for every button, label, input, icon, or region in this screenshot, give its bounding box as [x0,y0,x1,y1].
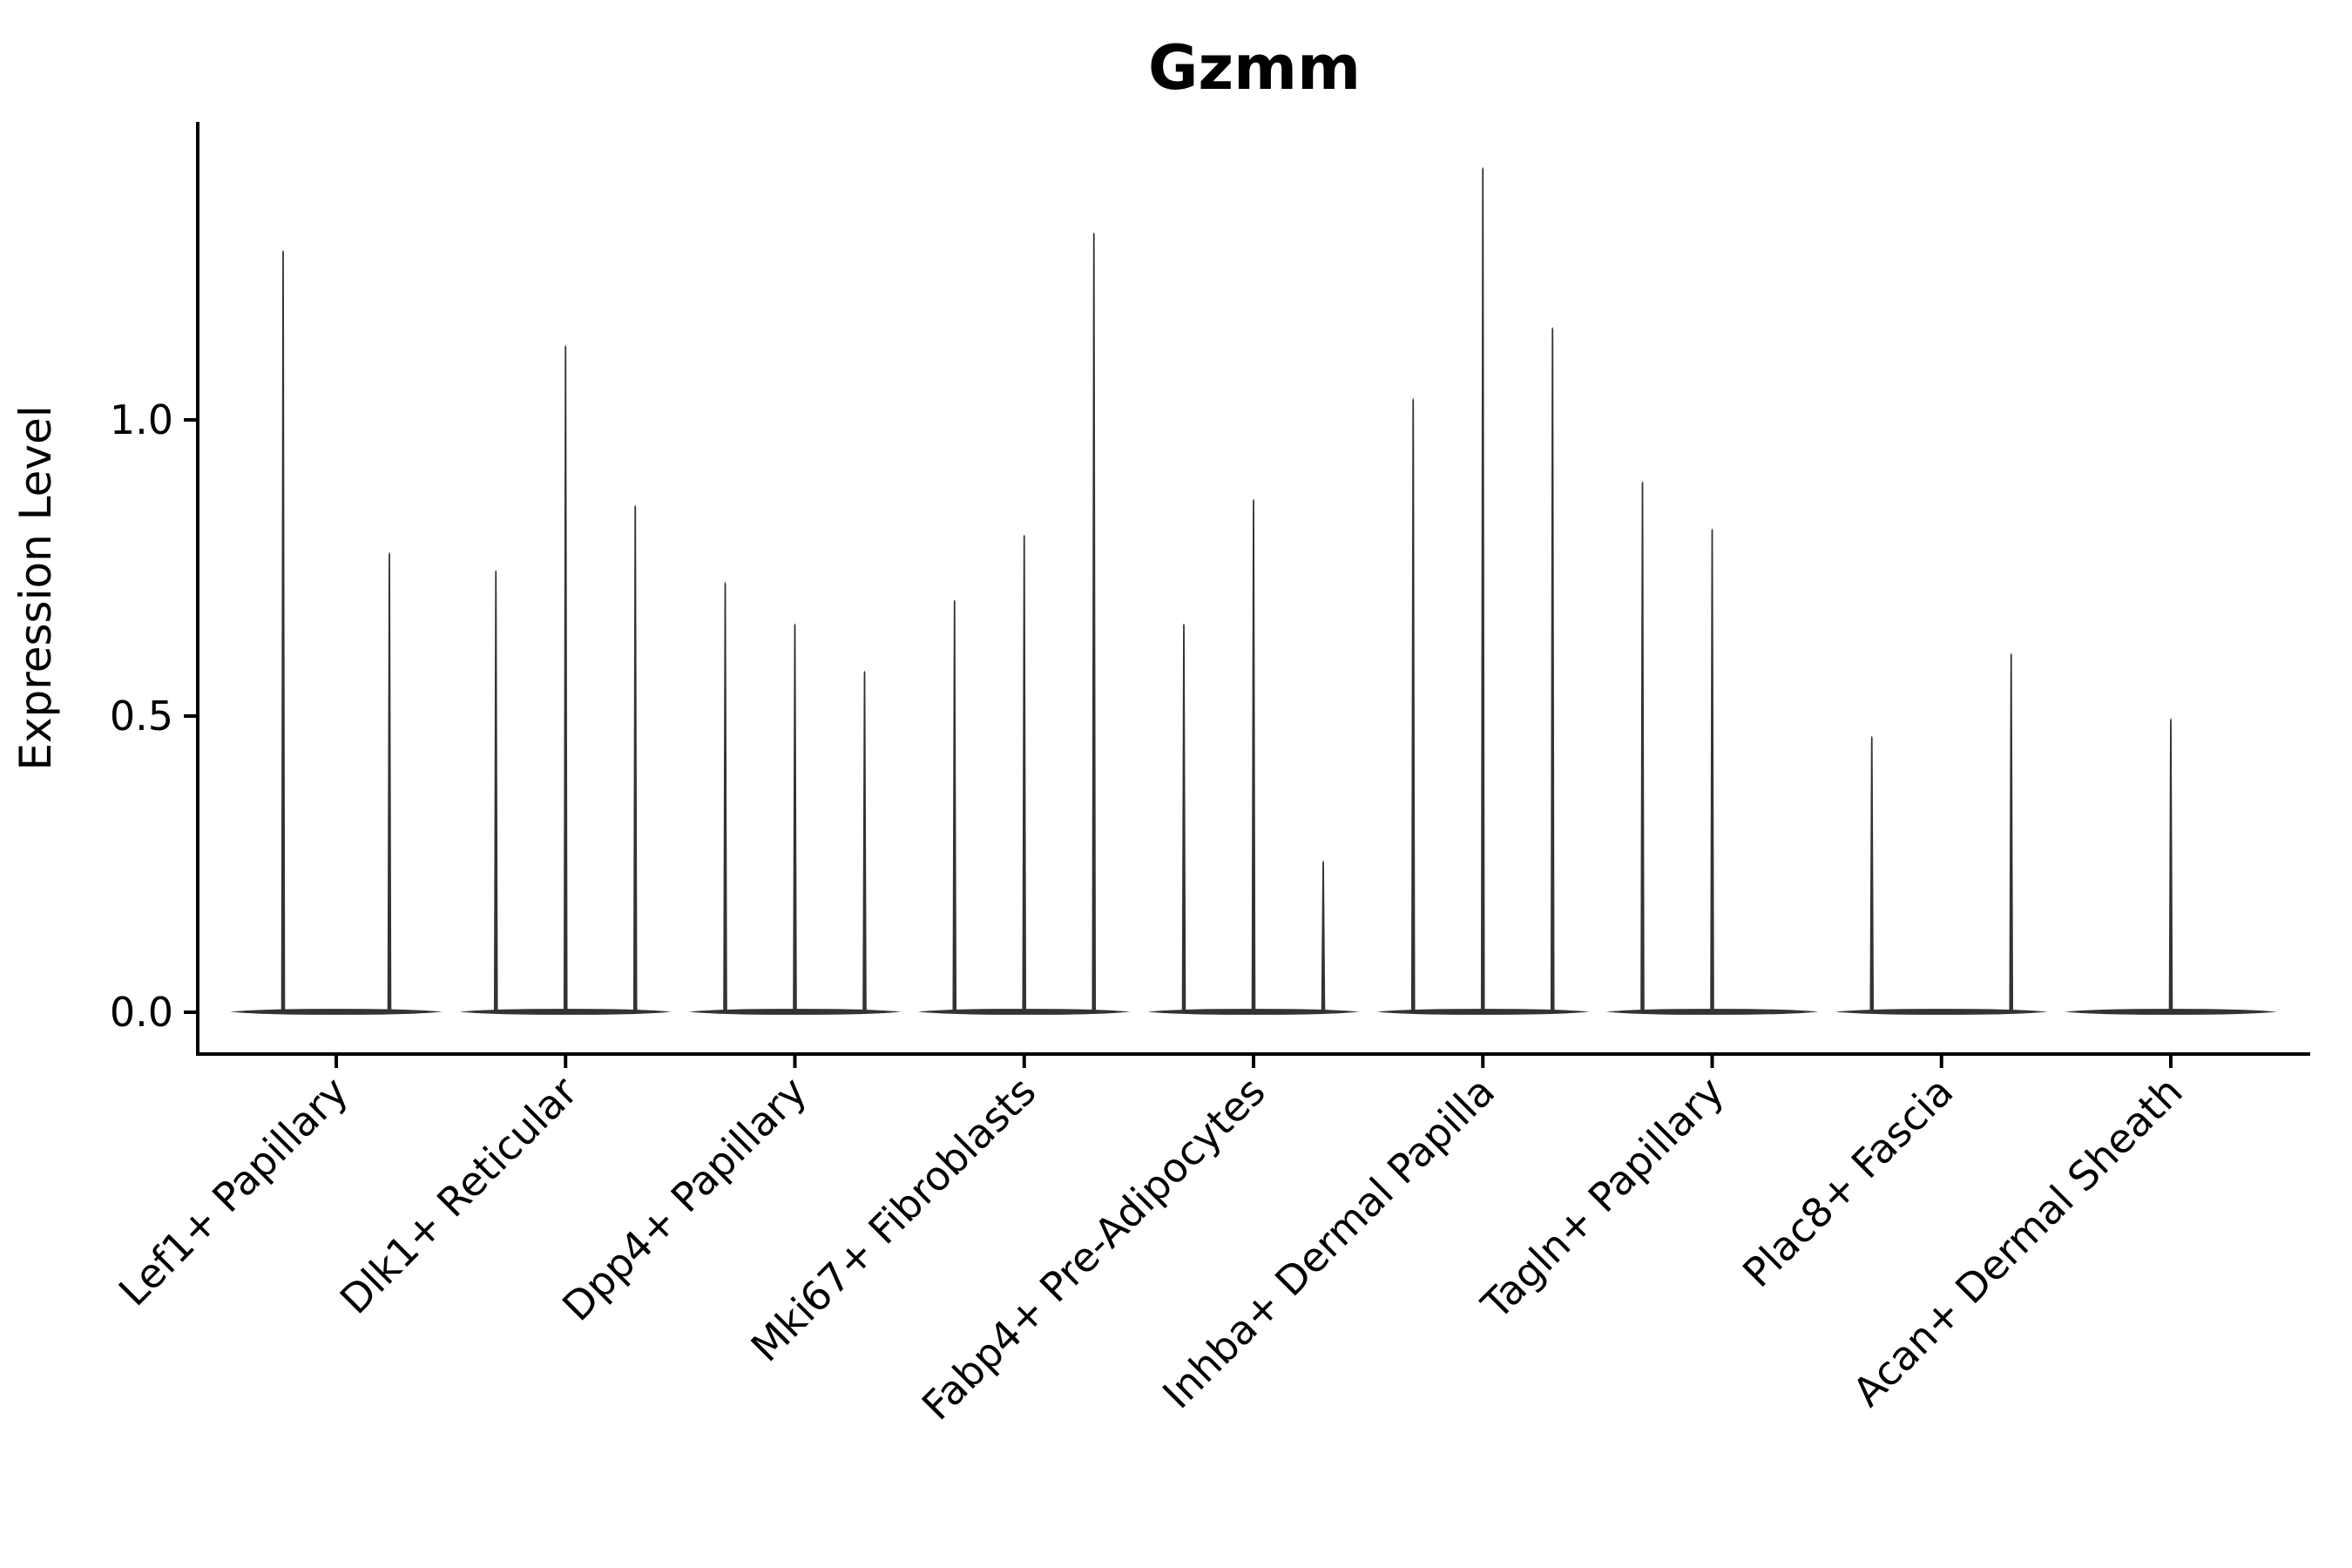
x-tick-label: Plac8+ Fascia [1734,1068,1962,1296]
violin-spike [563,345,568,1013]
y-tick-label: 1.0 [110,396,173,443]
x-tick-label: Lef1+ Papillary [110,1068,357,1315]
violin-spike [1181,623,1186,1012]
violin-spike [1710,528,1714,1012]
violin-spike [1550,327,1555,1012]
violin-spike [1869,735,1875,1012]
violin-spike [1022,534,1027,1012]
x-tick-label: Dpp4+ Papillary [553,1068,815,1330]
violin-spike [1251,498,1256,1012]
violin-spike [793,623,797,1012]
violin-spike [1640,481,1645,1012]
y-tick-label: 0.5 [110,693,173,740]
violin-spike [1092,232,1097,1012]
y-tick-label: 0.0 [110,989,173,1036]
violin-spike [1410,398,1416,1012]
violin-spike [952,599,957,1012]
x-tick-label: Dlk1+ Reticular [331,1068,586,1323]
violin-spike [387,552,392,1012]
violin-spike [280,250,286,1012]
x-tick-label: Tagln+ Papillary [1472,1068,1734,1329]
violin-spike [493,570,498,1012]
violin-base [1835,1009,2048,1015]
violin-spike [632,504,638,1012]
chart-title: Gzmm [1148,32,1361,104]
violin-spike [1480,167,1485,1013]
violin-spike [2168,718,2173,1012]
violin-spike [1321,860,1326,1012]
violin-layer [230,167,2277,1015]
violin-spike [862,671,867,1012]
y-axis-label: Expression Level [10,405,61,770]
violin-spike [723,582,727,1012]
violin-base [230,1009,443,1015]
violin-spike [2009,652,2014,1012]
